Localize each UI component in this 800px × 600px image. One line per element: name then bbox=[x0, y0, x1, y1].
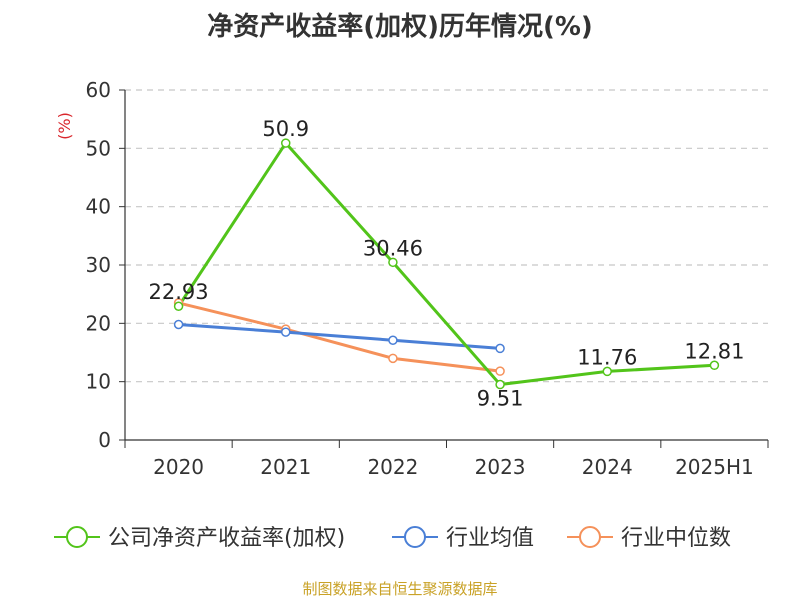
legend-marker bbox=[404, 526, 426, 548]
legend-label: 公司净资产收益率(加权) bbox=[108, 526, 345, 551]
data-label: 9.51 bbox=[477, 387, 524, 411]
data-point bbox=[281, 327, 291, 337]
data-point bbox=[709, 360, 720, 371]
y-tick-label: 0 bbox=[98, 428, 111, 452]
legend: 公司净资产收益率(加权) 行业均值 行业中位数 bbox=[54, 526, 731, 551]
data-label: 11.76 bbox=[577, 345, 637, 369]
y-tick-label: 10 bbox=[86, 370, 111, 394]
data-point bbox=[495, 343, 505, 354]
y-tick-label: 30 bbox=[86, 253, 111, 277]
x-tick-label: 2024 bbox=[582, 455, 633, 479]
data-point bbox=[388, 257, 398, 268]
series-line bbox=[178, 301, 501, 373]
data-point bbox=[173, 301, 184, 311]
x-tick-label: 2025H1 bbox=[675, 455, 754, 479]
data-point bbox=[495, 366, 505, 376]
y-tick-label: 60 bbox=[86, 78, 111, 102]
data-label: 22.93 bbox=[149, 280, 209, 304]
data-point bbox=[173, 319, 184, 330]
data-label: 30.46 bbox=[363, 236, 423, 260]
series-lines bbox=[177, 141, 715, 387]
legend-marker bbox=[579, 526, 601, 548]
series-line bbox=[178, 323, 501, 350]
data-point bbox=[602, 366, 612, 377]
series-points bbox=[173, 138, 720, 390]
x-tick-label: 2022 bbox=[367, 455, 418, 479]
y-tick-label: 20 bbox=[86, 311, 111, 335]
data-point bbox=[388, 335, 398, 345]
x-tick-label: 2020 bbox=[153, 455, 204, 479]
axes: 0 10 20 30 40 50 60 (%) 2020 2021 2022 2023 2024 2025… bbox=[55, 78, 769, 479]
data-point bbox=[495, 379, 505, 390]
x-tick-label: 2023 bbox=[475, 455, 526, 479]
data-point bbox=[281, 138, 291, 148]
legend-marker bbox=[66, 526, 88, 548]
legend-label: 行业均值 bbox=[446, 526, 534, 551]
source-note: 制图数据来自恒生聚源数据库 bbox=[302, 580, 498, 598]
y-tick-label: 50 bbox=[86, 136, 111, 160]
data-labels: 22.93 50.9 30.46 9.51 11.76 12.81 bbox=[149, 117, 745, 410]
series-line bbox=[177, 141, 715, 387]
chart-title: 净资产收益率(加权)历年情况(%) bbox=[207, 12, 593, 42]
data-point bbox=[388, 353, 398, 364]
y-tick-label: 40 bbox=[86, 195, 111, 219]
grid-lines bbox=[125, 89, 768, 383]
data-label: 12.81 bbox=[684, 339, 744, 363]
y-axis-label: (%) bbox=[55, 112, 74, 140]
data-label: 50.9 bbox=[262, 117, 309, 141]
legend-label: 行业中位数 bbox=[621, 526, 731, 551]
x-tick-label: 2021 bbox=[260, 455, 311, 479]
